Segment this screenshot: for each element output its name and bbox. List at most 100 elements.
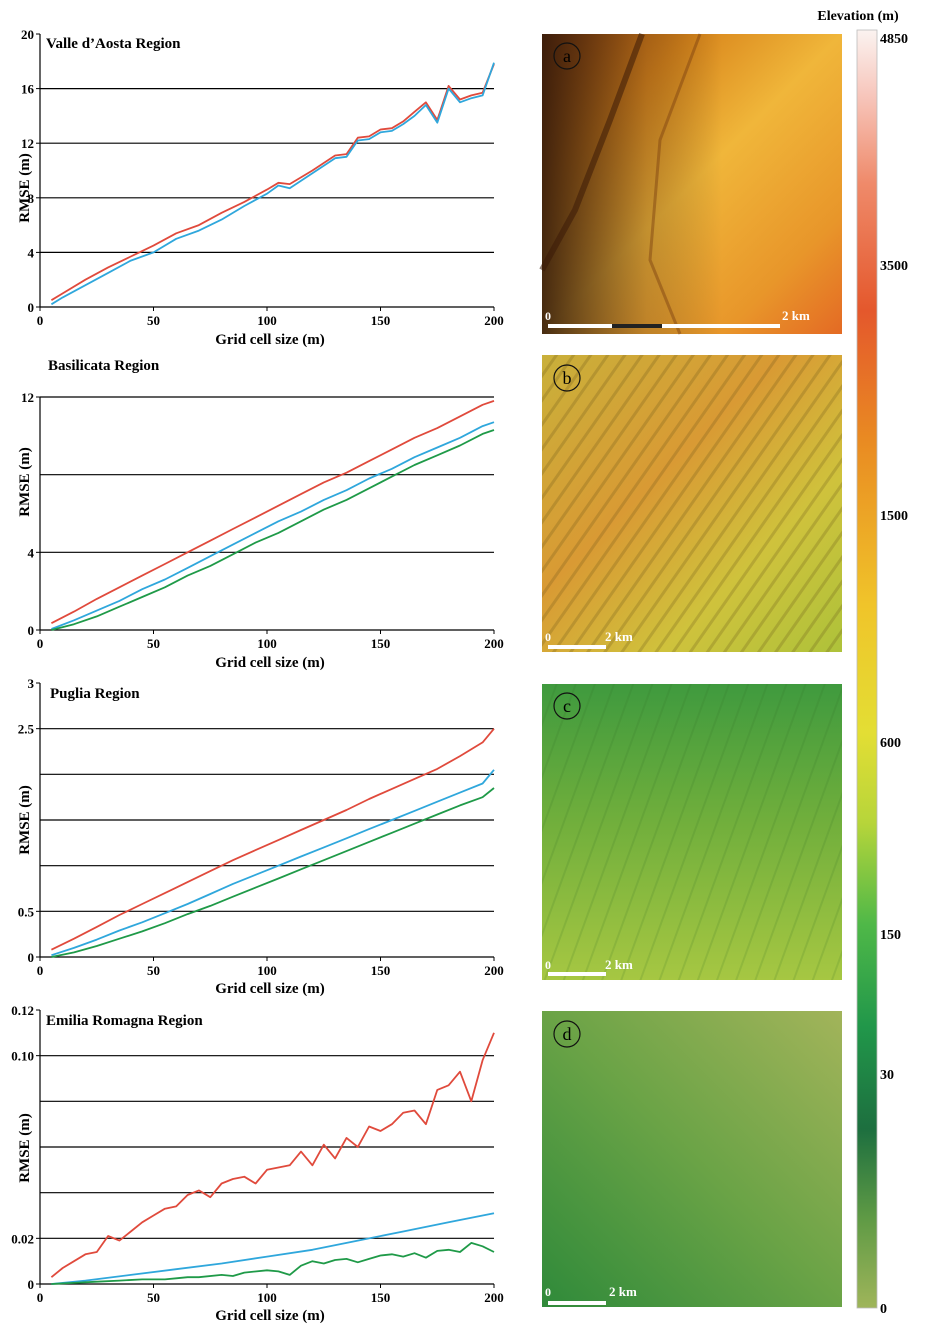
y-ticks: 0 0.02 0.10 0.12 <box>11 1003 40 1292</box>
map-a-valley <box>648 33 702 335</box>
y-tick-label: 0.10 <box>11 1049 34 1064</box>
map-c-label-circle <box>553 692 581 720</box>
y-axis-label: RMSE (m) <box>17 1113 33 1183</box>
x-tick-label: 200 <box>484 313 504 328</box>
chart-title: Basilicata Region <box>48 358 160 374</box>
y-ticks: 0 0.5 2.5 3 <box>18 676 40 965</box>
colorbar-scale <box>856 29 878 1309</box>
x-tick-label: 100 <box>257 636 277 651</box>
map-d-label: d <box>563 1024 572 1044</box>
map-b-scale-start: 0 <box>545 630 551 644</box>
gridlines <box>40 396 494 553</box>
x-tick-label: 200 <box>484 963 504 978</box>
map-a-shading <box>542 34 842 334</box>
gridlines <box>40 728 494 912</box>
map-b-scale-end: 2 km <box>605 629 633 644</box>
series-line-blue <box>51 1212 495 1285</box>
y-ticks: 0 4 12 <box>21 390 40 638</box>
chart-puglia: 0 0.5 2.5 3 0 50 100 150 200 Puglia Region Grid… <box>17 676 504 997</box>
series-line-green <box>51 429 495 631</box>
map-b-ridges <box>542 355 842 652</box>
chart-emilia-romagna: 0 0.02 0.10 0.12 0 50 100 150 200 Emilia Romagn… <box>11 1003 504 1324</box>
map-a-label-circle <box>553 42 581 70</box>
y-axis-label: RMSE (m) <box>17 785 33 855</box>
x-axis-label: Grid cell size (m) <box>215 655 325 671</box>
y-tick-label: 20 <box>21 27 34 42</box>
x-tick-label: 50 <box>147 1290 160 1305</box>
series-group <box>50 1032 495 1285</box>
map-a-label: a <box>563 46 571 66</box>
y-tick-label: 0 <box>28 1277 35 1292</box>
series-group <box>50 62 495 306</box>
x-tick-label: 200 <box>484 636 504 651</box>
y-tick-label: 0.02 <box>11 1231 34 1246</box>
y-tick-label: 8 <box>28 191 35 206</box>
map-d-label-circle <box>553 1020 581 1048</box>
y-axis-label: RMSE (m) <box>17 447 33 517</box>
map-d-terrain <box>542 1011 842 1307</box>
x-axis-label: Grid cell size (m) <box>215 332 325 348</box>
x-tick-label: 150 <box>371 1290 391 1305</box>
chart-title: Puglia Region <box>50 686 140 702</box>
x-axis-label: Grid cell size (m) <box>215 981 325 997</box>
series-line-blue <box>50 62 495 306</box>
series-line-blue <box>51 421 495 630</box>
y-tick-label: 2.5 <box>18 722 35 737</box>
x-ticks: 0 50 100 150 200 <box>37 630 504 651</box>
series-line-red <box>50 63 495 301</box>
colorbar-tick-label: 1500 <box>880 509 908 524</box>
map-b-label: b <box>563 368 572 388</box>
x-tick-label: 100 <box>257 313 277 328</box>
colorbar-tick-label: 0 <box>880 1302 887 1317</box>
series-line-red <box>51 728 495 951</box>
chart-valle-daosta: 0 4 8 12 16 20 0 50 100 150 200 Valle d’Aosta Reg… <box>17 27 504 348</box>
x-ticks: 0 50 100 150 200 <box>37 957 504 978</box>
map-a-scale-end: 2 km <box>782 308 810 323</box>
x-tick-label: 100 <box>257 1290 277 1305</box>
y-tick-label: 0.12 <box>11 1003 34 1018</box>
map-c-scale-bar <box>548 972 606 976</box>
colorbar-title: Elevation (m) <box>817 9 899 24</box>
map-a: a 0 2 km <box>539 32 842 335</box>
x-tick-label: 0 <box>37 963 44 978</box>
chart-title: Valle d’Aosta Region <box>46 36 181 52</box>
map-c: c 0 2 km <box>542 684 842 980</box>
map-a-scale-start: 0 <box>545 309 551 323</box>
map-d-scale-bar <box>548 1301 606 1305</box>
y-tick-label: 16 <box>21 82 35 97</box>
x-ticks: 0 50 100 150 200 <box>37 1284 504 1305</box>
map-b-label-circle <box>553 364 581 392</box>
colorbar-tick-label: 3500 <box>880 259 908 274</box>
colorbar-ticks: 4850 3500 1500 600 150 30 0 <box>880 32 908 1317</box>
y-ticks: 0 4 8 12 16 20 <box>21 27 40 315</box>
x-tick-label: 150 <box>371 636 391 651</box>
map-a-scale-bar-segment <box>612 324 662 328</box>
map-b-scale-bar <box>548 645 606 649</box>
series-line-red <box>50 400 495 625</box>
y-tick-label: 0 <box>28 950 35 965</box>
y-tick-label: 3 <box>28 676 35 691</box>
colorbar-tick-label: 30 <box>880 1068 894 1083</box>
map-c-label: c <box>563 696 571 716</box>
axes <box>39 397 494 631</box>
x-tick-label: 50 <box>147 636 160 651</box>
chart-basilicata: 0 4 12 0 50 100 150 200 Basilicata Region Grid… <box>17 358 504 671</box>
series-line-red <box>50 1032 495 1278</box>
x-tick-label: 150 <box>371 963 391 978</box>
map-b: b 0 2 km <box>542 355 842 652</box>
series-group <box>51 728 495 958</box>
map-a-scale-bar <box>548 324 780 328</box>
gridlines <box>40 87 494 253</box>
x-tick-label: 0 <box>37 1290 44 1305</box>
y-tick-label: 0 <box>28 300 35 315</box>
map-c-scale-start: 0 <box>545 958 551 972</box>
map-d: d 0 2 km <box>542 1011 842 1307</box>
colorbar-tick-label: 600 <box>880 736 901 751</box>
x-ticks: 0 50 100 150 200 <box>37 307 504 328</box>
series-group <box>50 400 495 631</box>
colorbar: Elevation (m) 4850 3500 1500 600 150 30 0 <box>817 9 908 1317</box>
chart-title: Emilia Romagna Region <box>46 1013 203 1029</box>
x-tick-label: 200 <box>484 1290 504 1305</box>
gridlines <box>40 1055 494 1239</box>
